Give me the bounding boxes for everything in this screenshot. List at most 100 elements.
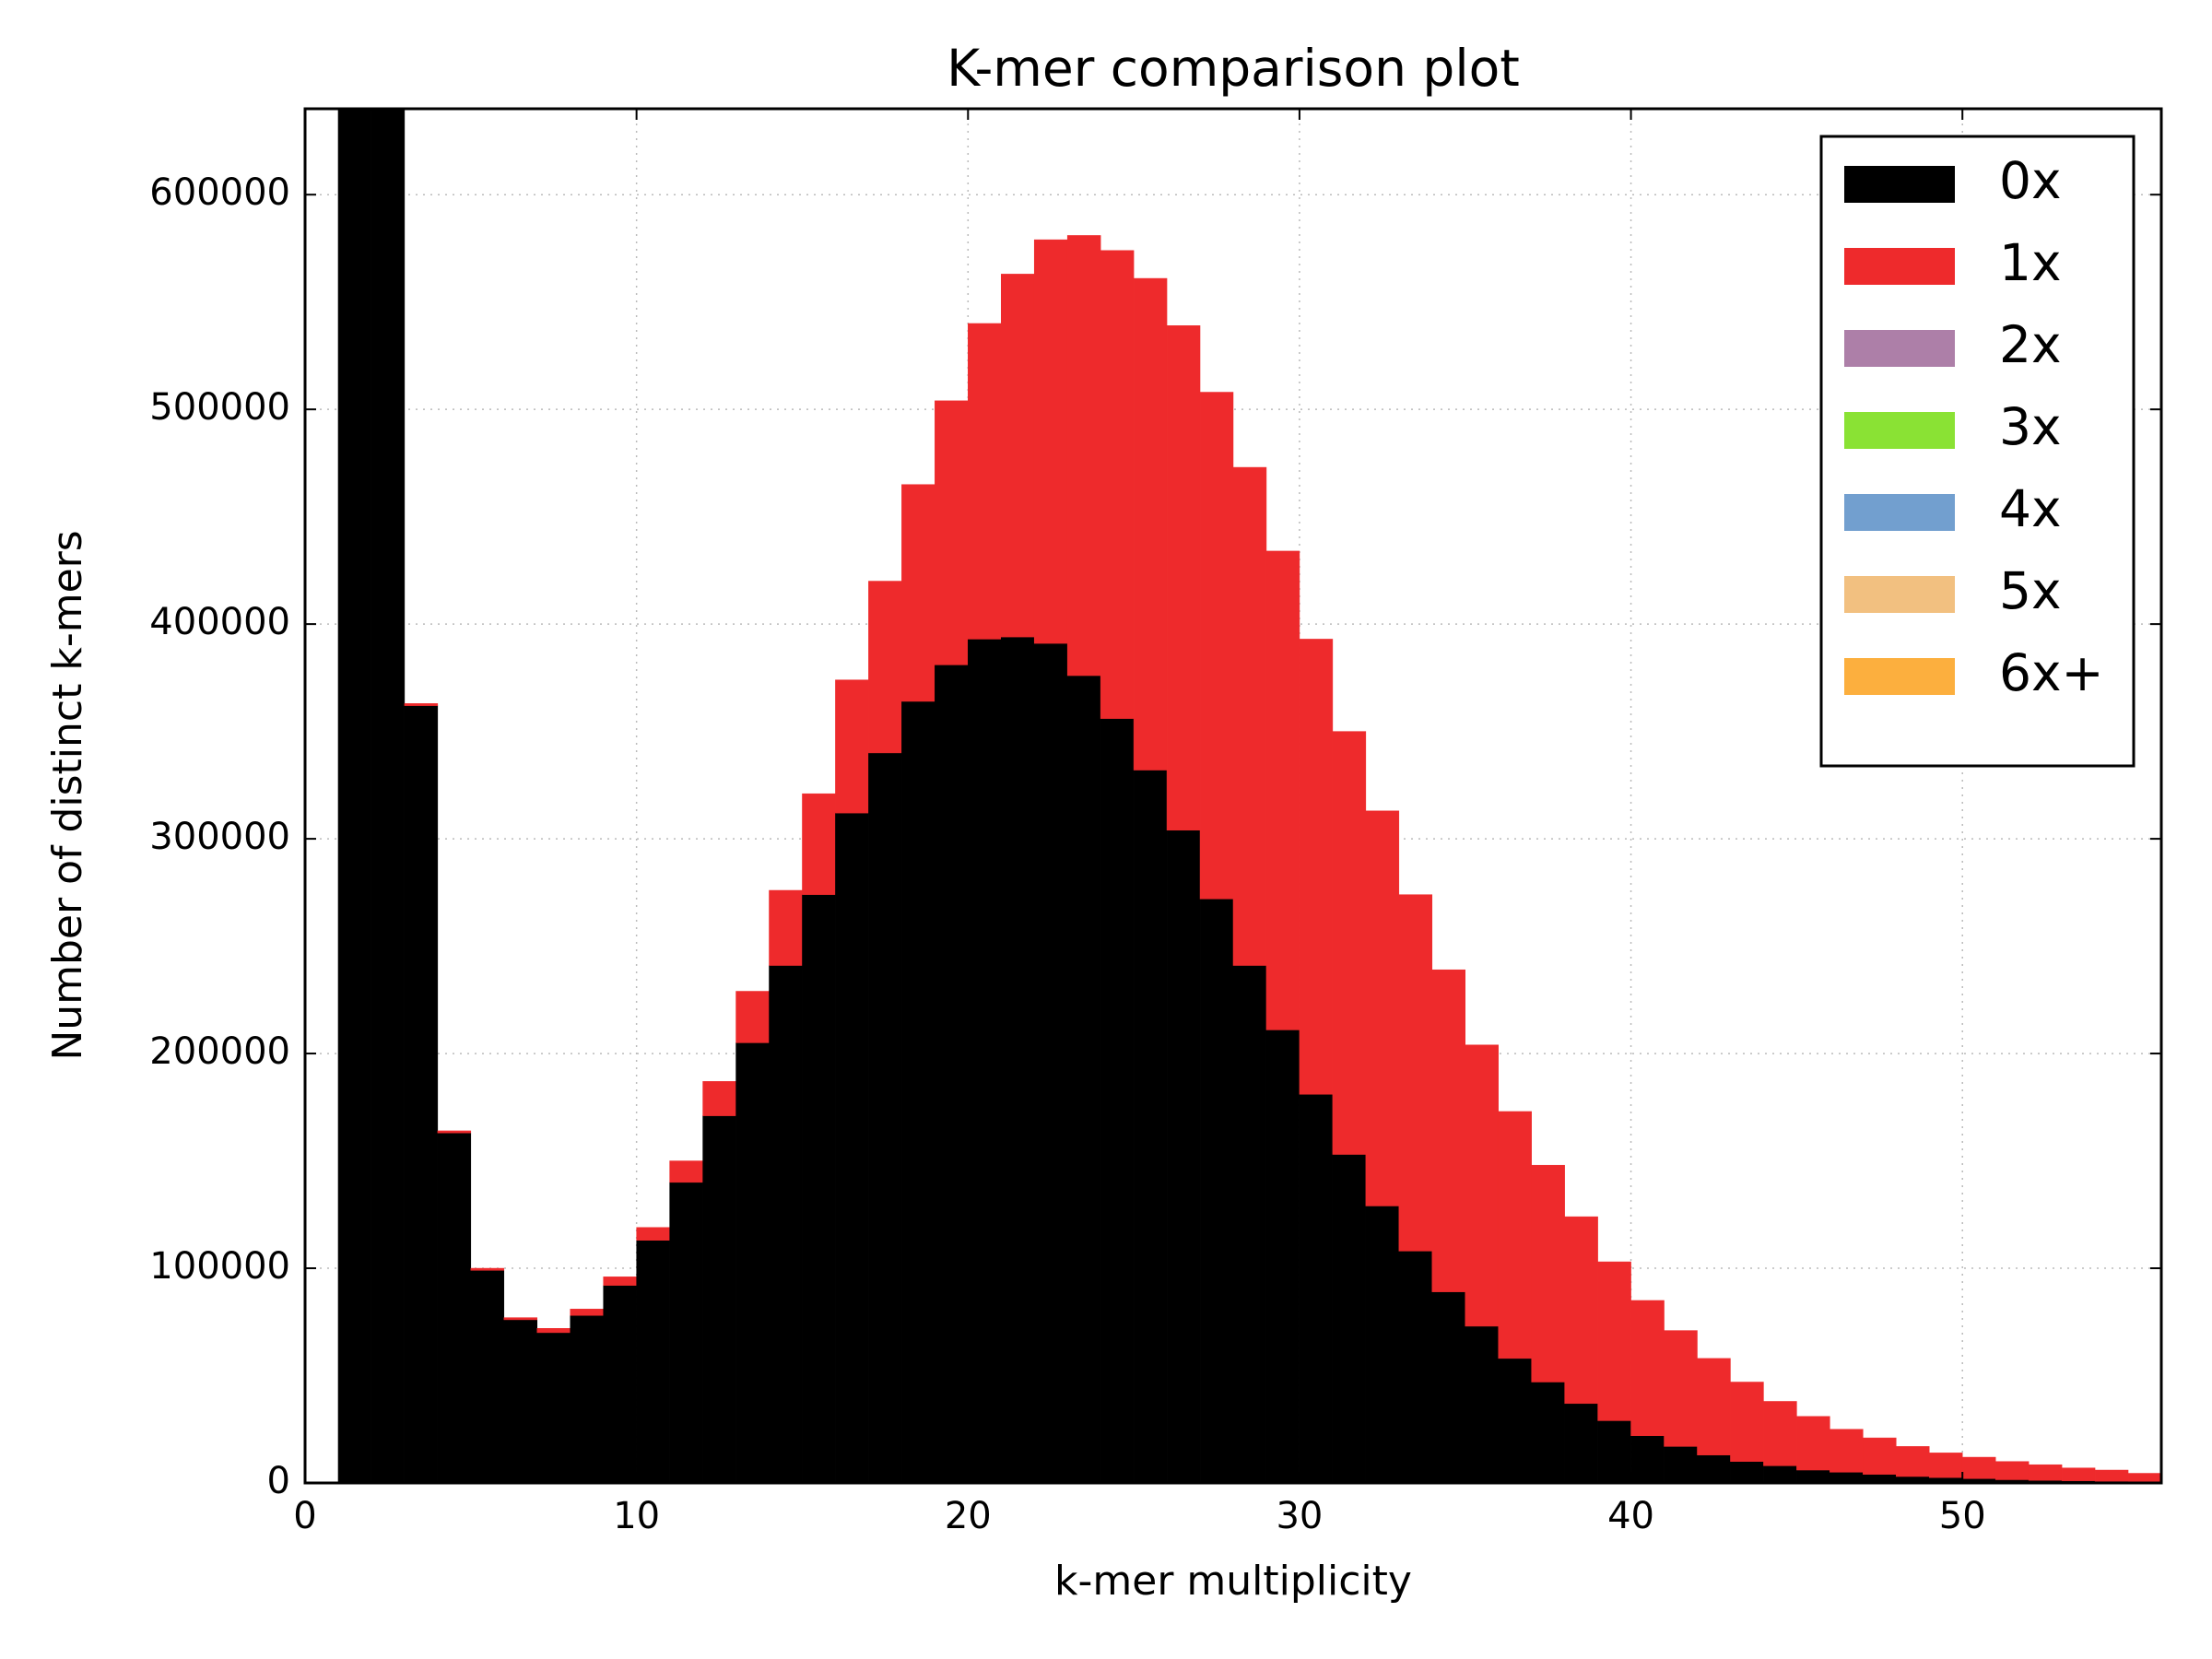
bar [1796, 1469, 1830, 1483]
bar [735, 1042, 770, 1483]
bar [1664, 1330, 1698, 1447]
bar [1033, 642, 1068, 1483]
bar [968, 323, 1002, 640]
legend-label: 2x [1999, 315, 2062, 374]
y-tick-label: 400000 [149, 601, 290, 643]
bar [702, 1081, 736, 1116]
bar [1199, 392, 1234, 900]
legend-swatch [1844, 330, 1955, 367]
x-axis-label: k-mer multiplicity [1054, 1558, 1412, 1605]
bar [802, 793, 836, 895]
bar [603, 1277, 637, 1286]
y-tick-label: 600000 [149, 171, 290, 214]
bar [669, 1182, 703, 1483]
plot-frame [303, 107, 2163, 1485]
bar [1398, 1251, 1433, 1483]
bar [437, 1130, 472, 1134]
bar [835, 679, 869, 814]
bar [1001, 274, 1035, 638]
bar [404, 705, 439, 1483]
bar [603, 1285, 637, 1483]
bar [1498, 1358, 1532, 1483]
bar [1299, 1094, 1334, 1483]
x-tick-label: 40 [1607, 1495, 1654, 1537]
bar [1664, 1446, 1698, 1483]
bar [1730, 1382, 1764, 1462]
x-tick-label: 10 [613, 1495, 660, 1537]
bar [337, 109, 372, 1483]
bar [1465, 1044, 1499, 1327]
bar [802, 894, 836, 1483]
bar [1961, 1456, 1996, 1479]
chart-title: K-mer comparison plot [947, 39, 1520, 98]
bar [1299, 639, 1334, 1095]
bar [868, 752, 902, 1483]
bar [1896, 1446, 1930, 1477]
bar [470, 1267, 505, 1271]
legend-swatch [1844, 494, 1955, 531]
bar [1033, 239, 1068, 644]
bar [1066, 675, 1101, 1483]
bar [702, 1115, 736, 1483]
y-tick-label: 300000 [149, 816, 290, 858]
bar [1166, 830, 1201, 1483]
bar [735, 991, 770, 1043]
bar [470, 1270, 505, 1483]
legend-label: 1x [1999, 233, 2062, 292]
bar [1199, 899, 1234, 1483]
bar [1630, 1300, 1665, 1436]
legend-label: 5x [1999, 561, 2062, 620]
bar [2028, 1464, 2063, 1481]
y-tick-label: 100000 [149, 1245, 290, 1288]
bar [835, 812, 869, 1483]
bar [503, 1317, 537, 1321]
bar [1697, 1454, 1731, 1483]
bar [1232, 965, 1267, 1483]
x-tick-label: 50 [1939, 1495, 1986, 1537]
legend-label: 0x [1999, 151, 2062, 210]
bar [901, 700, 935, 1483]
bar [2127, 1473, 2161, 1482]
bar [437, 1133, 472, 1483]
bar [1597, 1261, 1631, 1421]
bar [1332, 731, 1367, 1155]
bar [1265, 1030, 1300, 1483]
legend-swatch [1844, 576, 1955, 613]
legend-swatch [1844, 658, 1955, 695]
bar [1100, 250, 1135, 719]
bar [1465, 1325, 1499, 1483]
bar [935, 665, 969, 1483]
legend-swatch [1844, 412, 1955, 449]
bar [1564, 1216, 1598, 1405]
bar [769, 889, 803, 966]
bar [1630, 1435, 1665, 1483]
y-tick-label: 500000 [149, 386, 290, 429]
bar [1863, 1437, 1897, 1475]
bar [868, 581, 902, 754]
bar [1994, 1461, 2030, 1480]
legend-swatch [1844, 166, 1955, 203]
bar [1730, 1461, 1764, 1483]
bar [536, 1328, 571, 1334]
bar [1431, 969, 1466, 1292]
bar [1564, 1403, 1598, 1483]
bar [536, 1332, 571, 1483]
bar [1365, 1206, 1400, 1483]
bar [1431, 1291, 1466, 1483]
bar [1166, 325, 1201, 831]
bar [1697, 1358, 1731, 1455]
bar [1830, 1429, 1864, 1473]
bar [570, 1315, 604, 1483]
y-tick-label: 200000 [149, 1030, 290, 1073]
legend-label: 6x+ [1999, 643, 2104, 702]
bar [1763, 1401, 1797, 1466]
bar [2061, 1467, 2096, 1481]
x-tick-label: 30 [1276, 1495, 1323, 1537]
bar [1365, 810, 1400, 1206]
bar [1133, 277, 1168, 771]
y-tick-label: 0 [267, 1460, 290, 1502]
bar [1531, 1382, 1565, 1483]
x-tick-label: 0 [293, 1495, 316, 1537]
bar [371, 109, 406, 1483]
